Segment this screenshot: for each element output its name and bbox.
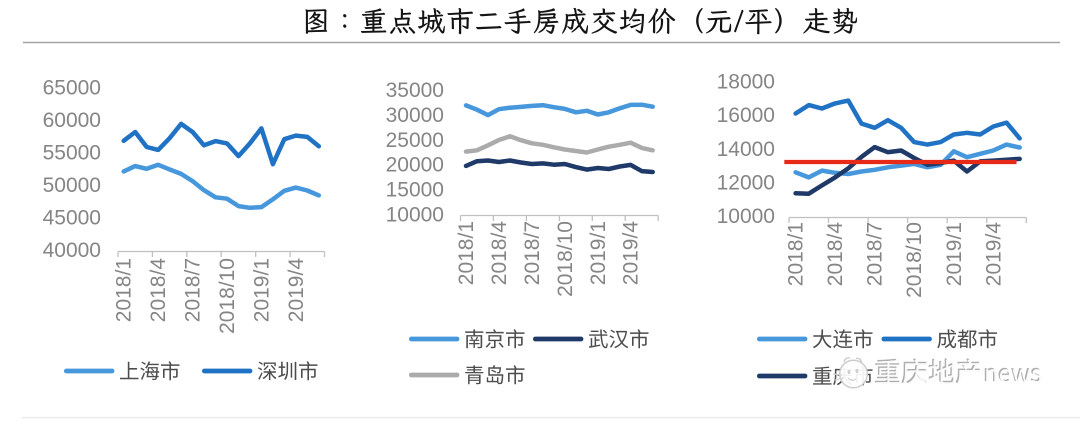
- svg-text:18000: 18000: [717, 71, 775, 94]
- svg-text:20000: 20000: [386, 154, 444, 177]
- svg-text:2018/1: 2018/1: [113, 258, 136, 322]
- svg-text:50000: 50000: [43, 174, 101, 197]
- svg-text:2019/1: 2019/1: [587, 221, 610, 285]
- svg-text:15000: 15000: [386, 179, 444, 202]
- svg-text:2018/7: 2018/7: [864, 222, 887, 286]
- svg-text:2018/10: 2018/10: [216, 258, 239, 334]
- svg-text:55000: 55000: [43, 142, 101, 165]
- svg-text:14000: 14000: [717, 138, 775, 161]
- svg-text:2018/4: 2018/4: [824, 222, 847, 287]
- svg-text:2019/4: 2019/4: [620, 221, 643, 286]
- svg-text:2018/7: 2018/7: [182, 258, 205, 322]
- svg-text:2018/7: 2018/7: [521, 221, 544, 285]
- svg-text:2018/10: 2018/10: [554, 221, 577, 297]
- svg-text:2019/1: 2019/1: [943, 222, 966, 286]
- svg-text:30000: 30000: [386, 104, 444, 127]
- svg-text:2019/1: 2019/1: [250, 258, 273, 322]
- svg-text:25000: 25000: [386, 129, 444, 152]
- svg-text:2018/1: 2018/1: [785, 222, 808, 286]
- svg-text:2018/10: 2018/10: [903, 222, 926, 298]
- svg-text:35000: 35000: [386, 79, 444, 102]
- svg-text:16000: 16000: [717, 104, 775, 127]
- svg-text:10000: 10000: [386, 204, 444, 227]
- svg-text:60000: 60000: [43, 109, 101, 132]
- svg-text:2018/1: 2018/1: [455, 221, 478, 285]
- svg-text:2019/4: 2019/4: [285, 258, 308, 323]
- svg-text:2018/4: 2018/4: [147, 258, 170, 323]
- svg-text:12000: 12000: [717, 171, 775, 194]
- svg-text:2019/4: 2019/4: [982, 222, 1005, 287]
- svg-text:40000: 40000: [43, 239, 101, 262]
- svg-text:65000: 65000: [43, 77, 101, 100]
- svg-text:10000: 10000: [717, 205, 775, 228]
- svg-text:45000: 45000: [43, 207, 101, 230]
- svg-text:2018/4: 2018/4: [488, 221, 511, 286]
